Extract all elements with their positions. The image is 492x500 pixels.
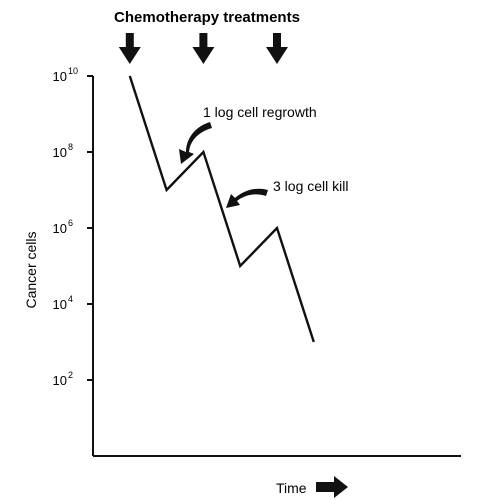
down-arrow-icon [118,33,141,64]
y-tick-exponent: 8 [68,142,73,152]
y-tick-exponent: 10 [68,66,78,76]
y-axis-label: Cancer cells [23,231,39,308]
down-arrow-icon [266,33,288,64]
y-tick-label: 10 [53,69,67,84]
y-tick-label: 10 [53,373,67,388]
y-tick-exponent: 4 [68,294,73,304]
annotation-regrowth: 1 log cell regrowth [203,104,317,120]
down-arrow-icon [192,33,215,64]
x-axis-label: Time [276,480,307,496]
y-tick-exponent: 6 [68,218,73,228]
curved-arrow-icon [226,188,268,208]
y-tick-label: 10 [53,297,67,312]
chart-title: Chemotherapy treatments [114,9,300,26]
series-line [128,75,315,343]
y-tick-exponent: 2 [68,370,73,380]
time-arrow-icon [316,476,348,498]
treatment-arrows [118,33,288,64]
curved-arrow-icon [179,122,212,164]
series [128,75,315,343]
y-tick-label: 10 [53,145,67,160]
annotation-kill: 3 log cell kill [273,178,348,194]
y-tick-label: 10 [53,221,67,236]
